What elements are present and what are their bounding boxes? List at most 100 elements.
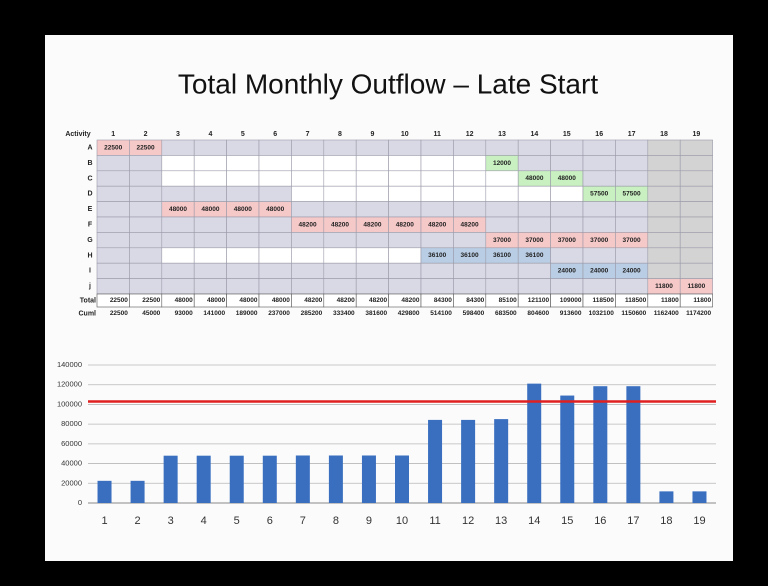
bar	[229, 455, 244, 503]
bar	[163, 455, 178, 503]
y-tick-label: 60000	[61, 439, 82, 448]
cell-value: 48000	[169, 206, 187, 213]
cell-value: 36100	[493, 252, 511, 259]
y-tick-label: 80000	[61, 419, 82, 428]
table-cell	[485, 201, 519, 218]
cell-value: 48200	[304, 297, 322, 304]
cell-value: 36100	[428, 252, 446, 259]
table-cell	[647, 139, 681, 156]
table-cell	[258, 247, 292, 264]
table-cell	[420, 139, 454, 156]
header-cell: 11	[433, 131, 441, 138]
table-cell	[517, 185, 551, 202]
y-tick-label: 20000	[61, 478, 82, 487]
cell-value: 37000	[525, 237, 543, 244]
table-cell	[323, 278, 357, 295]
table-cell	[96, 185, 130, 202]
table-cell	[679, 185, 713, 202]
bar	[97, 480, 112, 503]
table-cell	[420, 278, 454, 295]
header-cell: 7	[306, 131, 310, 138]
table-cell	[388, 170, 422, 187]
cell-value: 285200	[301, 310, 323, 317]
bar	[593, 386, 608, 503]
table-cell	[550, 155, 584, 172]
table-cell	[96, 278, 130, 295]
cell-value: 36100	[461, 252, 479, 259]
table-cell	[355, 232, 389, 249]
table-cell	[647, 185, 681, 202]
table-cell	[420, 201, 454, 218]
cell-value: 598400	[463, 310, 485, 317]
cell-value: 48000	[558, 175, 576, 182]
table-cell	[96, 262, 130, 279]
table-cell	[355, 139, 389, 156]
table-cell	[582, 155, 616, 172]
table-cell	[453, 262, 487, 279]
table-cell	[258, 262, 292, 279]
table-cell	[679, 293, 713, 308]
table-cell	[485, 278, 519, 295]
table-cell	[615, 201, 649, 218]
table-cell	[615, 139, 649, 156]
x-tick-label: 15	[561, 515, 573, 527]
row-label: Cuml	[79, 310, 97, 317]
table-cell	[226, 185, 260, 202]
table-cell	[453, 201, 487, 218]
row-label: Total	[80, 297, 96, 304]
cell-value: 24000	[590, 268, 608, 275]
cell-value: 45000	[142, 310, 160, 317]
cell-value: 48000	[201, 206, 219, 213]
cell-value: 37000	[493, 237, 511, 244]
table-cell	[453, 185, 487, 202]
x-tick-label: 18	[660, 515, 672, 527]
header-cell: 1	[111, 131, 115, 138]
row-label: G	[87, 237, 93, 244]
table-cell	[193, 216, 227, 233]
cell-value: 22500	[110, 297, 128, 304]
header-cell: 6	[273, 131, 277, 138]
table-cell	[161, 155, 195, 172]
cell-value: 48200	[401, 297, 419, 304]
cell-value: 48200	[461, 221, 479, 228]
table-cell	[129, 216, 163, 233]
table-cell	[193, 278, 227, 295]
x-tick-label: 8	[333, 515, 339, 527]
bar	[494, 419, 509, 503]
table-cell	[96, 155, 130, 172]
table-cell	[323, 262, 357, 279]
table-cell	[226, 232, 260, 249]
table-cell	[647, 155, 681, 172]
cell-value: 57500	[623, 191, 641, 198]
table-cell	[615, 278, 649, 295]
cell-value: 109000	[560, 297, 582, 304]
x-tick-label: 13	[495, 515, 507, 527]
cell-value: 48200	[363, 221, 381, 228]
x-tick-label: 1	[101, 515, 107, 527]
bar	[130, 480, 145, 503]
table-cell	[582, 170, 616, 187]
bar	[692, 491, 707, 503]
cell-value: 48000	[234, 206, 252, 213]
table-cell	[420, 155, 454, 172]
table-cell	[193, 139, 227, 156]
table-cell	[161, 278, 195, 295]
x-tick-label: 5	[234, 515, 240, 527]
table-cell	[129, 155, 163, 172]
table-cell	[323, 155, 357, 172]
cell-value: 22500	[110, 310, 128, 317]
header-cell: 4	[208, 131, 212, 138]
header-cell: 8	[338, 131, 342, 138]
bar	[659, 491, 674, 503]
table-cell	[517, 216, 551, 233]
header-cell: 3	[176, 131, 180, 138]
header-cell: 5	[241, 131, 245, 138]
table-cell	[161, 216, 195, 233]
table-cell	[161, 247, 195, 264]
bar	[196, 455, 211, 503]
header-cell: 10	[401, 131, 409, 138]
x-tick-label: 4	[201, 515, 207, 527]
cell-value: 121100	[528, 297, 550, 304]
cell-value: 1174200	[686, 310, 711, 317]
bar	[361, 455, 376, 503]
